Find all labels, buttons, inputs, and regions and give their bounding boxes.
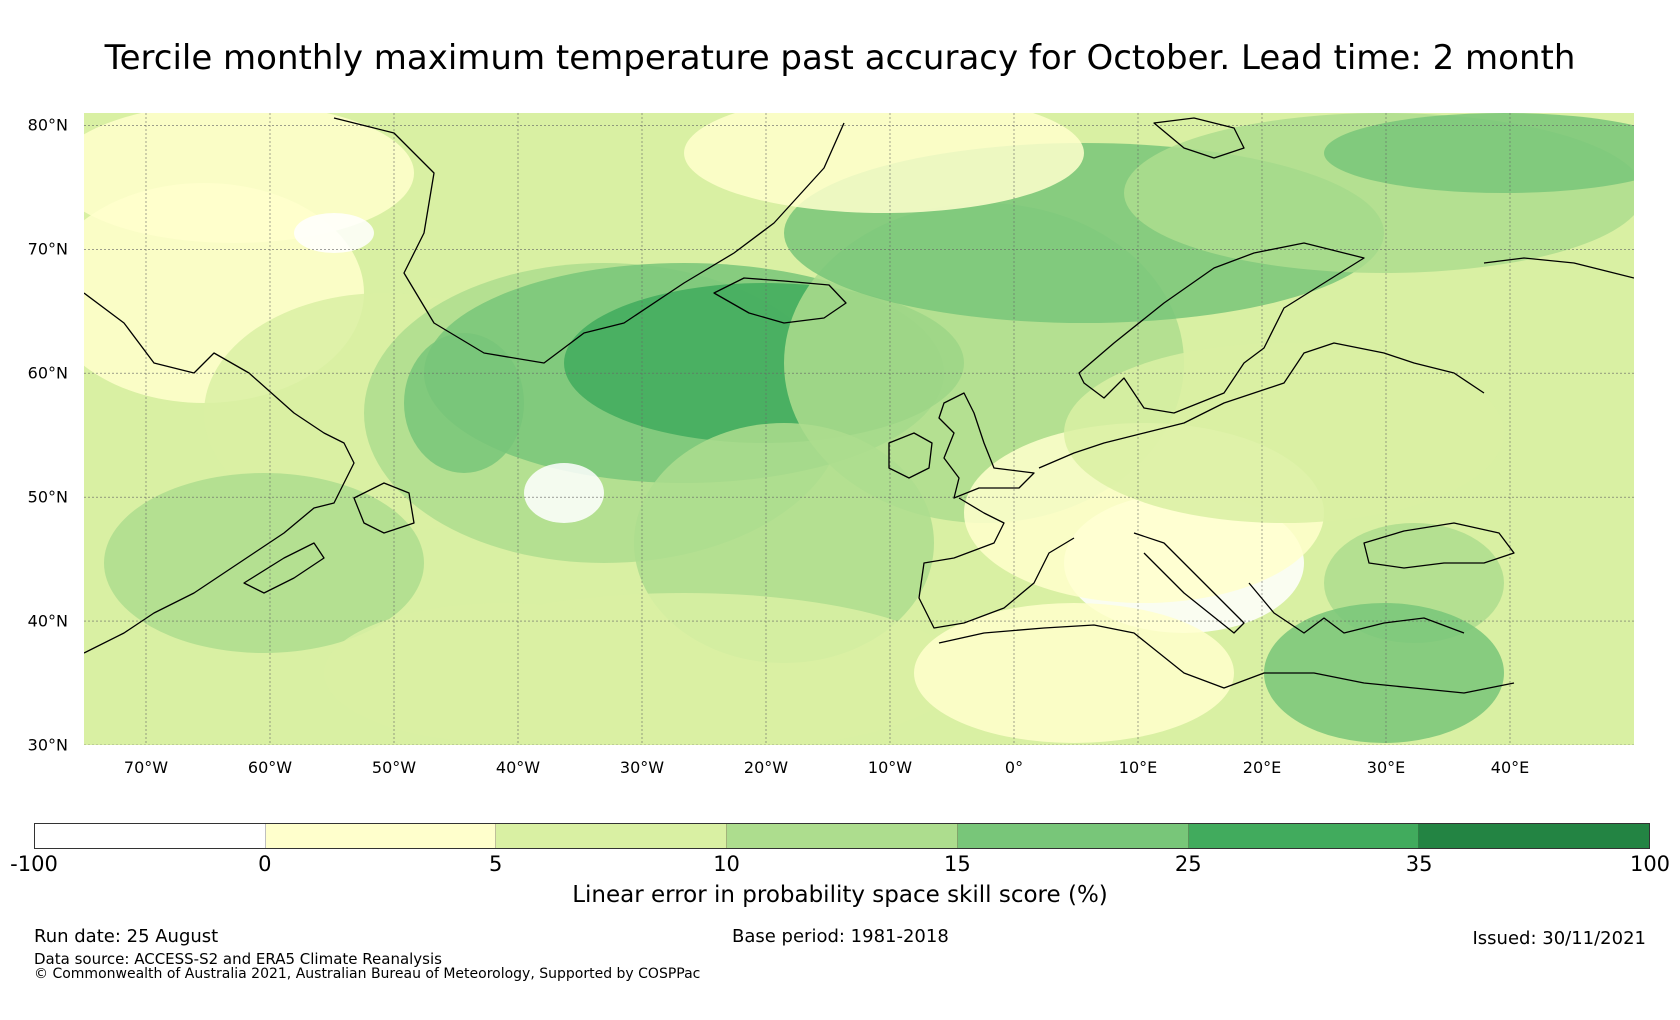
skill-region	[914, 603, 1234, 743]
coastline-iceland	[713, 277, 847, 324]
base-period: Base period: 1981-2018	[732, 926, 949, 947]
coastline-ireland	[888, 432, 933, 479]
longitude-label: 40°W	[495, 758, 541, 777]
chart-title: Tercile monthly maximum temperature past…	[104, 38, 1576, 78]
coastline-newfoundland	[353, 482, 415, 534]
colorbar-segment	[1188, 824, 1420, 848]
longitude-label: 20°E	[1242, 758, 1282, 777]
colorbar-segment	[35, 824, 266, 848]
coastline-kola	[1483, 257, 1634, 279]
longitude-label: 20°W	[743, 758, 789, 777]
longitude-label: 70°W	[123, 758, 169, 777]
colorbar-segment	[496, 824, 728, 848]
longitude-label: 0°	[1004, 758, 1024, 777]
latitude-label: 30°N	[27, 735, 68, 755]
latitude-label: 50°N	[27, 487, 68, 507]
skill-region	[84, 113, 414, 243]
latitude-label: 70°N	[27, 239, 68, 259]
skill-score-field	[84, 113, 1634, 745]
longitude-label: 10°W	[867, 758, 913, 777]
latitude-label: 60°N	[27, 363, 68, 383]
colorbar-tick-label: 100	[1629, 852, 1671, 876]
skill-region	[1064, 343, 1504, 523]
skill-region	[684, 113, 1084, 213]
coastlines	[84, 117, 1634, 694]
coastline-balkans	[1248, 582, 1465, 634]
longitude-label: 10°E	[1118, 758, 1158, 777]
longitude-label: 30°W	[619, 758, 665, 777]
coastline-svalbard	[1153, 117, 1245, 159]
issued-date: Issued: 30/11/2021	[1472, 928, 1646, 949]
coastline-nova-scotia	[243, 542, 325, 594]
colorbar	[34, 823, 1650, 849]
skill-region	[524, 463, 604, 523]
skill-region	[324, 603, 684, 743]
coastline-labrador	[84, 292, 355, 654]
coastline-europe	[1038, 342, 1485, 469]
colorbar-segment	[957, 824, 1189, 848]
colorbar-tick-label: 35	[1405, 852, 1433, 876]
longitude-label: 50°W	[371, 758, 417, 777]
colorbar-segment	[727, 824, 958, 848]
coastline-great-britain	[938, 392, 1035, 499]
colorbar-tick-label: 25	[1174, 852, 1202, 876]
latitude-label: 80°N	[27, 115, 68, 135]
skill-region	[1264, 603, 1504, 743]
longitude-label: 60°W	[247, 758, 293, 777]
coastline-black-sea	[1363, 522, 1515, 569]
coastline-italy	[1133, 532, 1245, 634]
colorbar-tick-label: -100	[10, 852, 58, 876]
graticule	[84, 113, 1634, 745]
colorbar-tick-label: 0	[258, 852, 272, 876]
colorbar-tick-label: 15	[944, 852, 971, 876]
skill-region	[1324, 113, 1634, 193]
longitude-label: 40°E	[1490, 758, 1530, 777]
colorbar-tick-label: 5	[489, 852, 503, 876]
colorbar-label: Linear error in probability space skill …	[572, 882, 1108, 908]
latitude-label: 40°N	[27, 611, 68, 631]
coastline-greenland	[333, 117, 845, 364]
skill-region	[404, 333, 524, 473]
longitude-label: 30°E	[1366, 758, 1406, 777]
data-source: Data source: ACCESS-S2 and ERA5 Climate …	[34, 950, 442, 968]
colorbar-segment	[1419, 824, 1650, 848]
skill-region	[104, 473, 424, 653]
skill-region	[294, 213, 374, 253]
skill-score-map	[84, 113, 1634, 745]
run-date: Run date: 25 August	[34, 926, 219, 947]
coastline-scandinavia	[1078, 242, 1365, 414]
colorbar-segment	[265, 824, 497, 848]
coastline-iberia	[918, 497, 1075, 629]
colorbar-tick-label: 10	[713, 852, 740, 876]
map-canvas	[84, 113, 1634, 745]
copyright: © Commonwealth of Australia 2021, Austra…	[34, 966, 701, 982]
coastline-north-africa	[938, 624, 1515, 694]
